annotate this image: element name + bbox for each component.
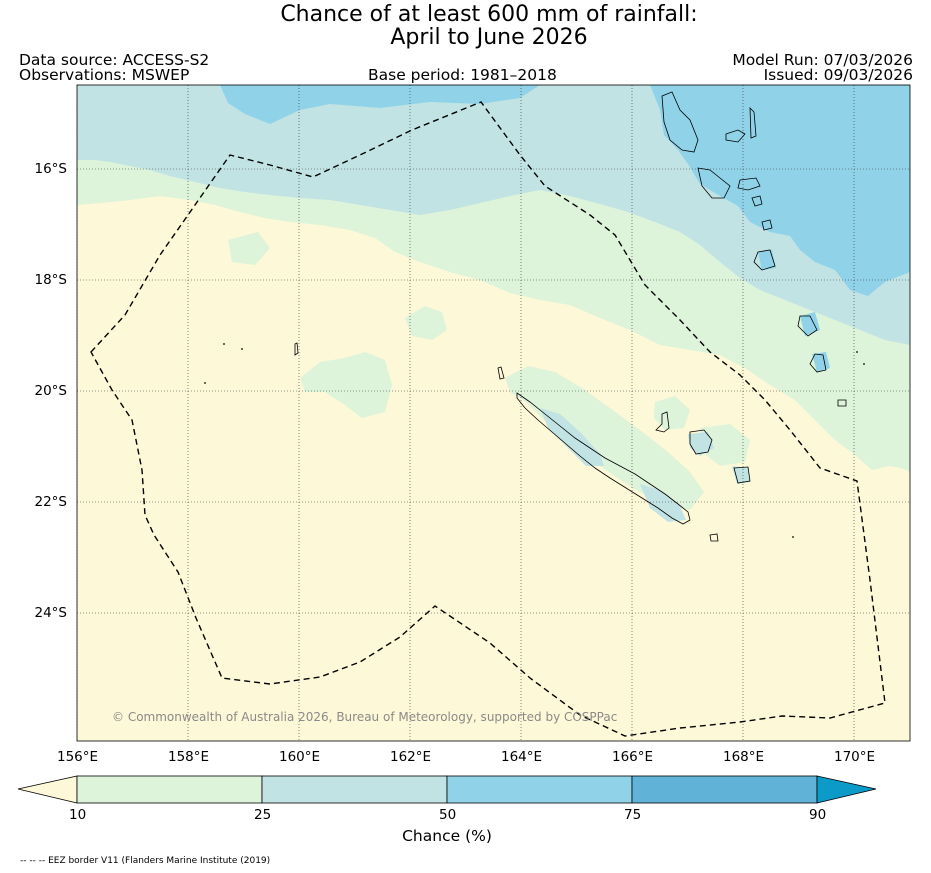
lon-label-164e: 164°E: [501, 749, 543, 765]
espiritu-santo: [661, 91, 699, 153]
base-period-label: Base period: 1981–2018: [368, 66, 557, 84]
zone-25-50-patch: [732, 466, 750, 484]
colorbar-segment-75-90: [631, 775, 818, 804]
zone-50-75: [650, 85, 910, 296]
lat-label-20s: 20°S: [34, 383, 68, 399]
lifou: [689, 429, 713, 455]
ambrym: [737, 177, 761, 191]
zone-10-25-patch: [505, 366, 704, 510]
zone-50-75-patch: [800, 312, 820, 336]
ambae: [725, 129, 746, 143]
map-frame: [76, 84, 911, 742]
lon-label-170e: 170°E: [834, 749, 876, 765]
map-title-line2: April to June 2026: [390, 25, 588, 50]
coastlines: [294, 91, 847, 542]
pentecost: [749, 107, 757, 139]
colorbar-title: Chance (%): [402, 827, 492, 845]
data-source-label: Data source: ACCESS-S2: [19, 51, 210, 69]
eez-border: [90, 101, 886, 737]
lon-label-156e: 156°E: [57, 749, 99, 765]
colorbar: [17, 775, 877, 804]
colorbar-tick-50: 50: [439, 807, 457, 823]
zone-10-25-patch: [228, 232, 270, 265]
tanna: [797, 315, 818, 337]
efate: [761, 219, 773, 231]
colorbar-tick-90: 90: [809, 807, 827, 823]
zone-10-25-patch: [880, 378, 910, 472]
lat-label-24s: 24°S: [34, 605, 68, 621]
colorbar-segment-25-50: [261, 775, 448, 804]
erromango: [753, 249, 776, 271]
zone-10-25-patch: [405, 306, 447, 340]
zone-10-25-patch: [300, 352, 392, 418]
walpole: [837, 399, 847, 407]
islet-dots: [204, 343, 865, 538]
zone-25-50-patch: [640, 484, 686, 522]
copyright-notice: © Commonwealth of Australia 2026, Bureau…: [112, 710, 618, 724]
lon-label-162e: 162°E: [390, 749, 432, 765]
colorbar-extend-low: [17, 775, 78, 804]
lat-label-16s: 16°S: [34, 161, 68, 177]
lon-label-168e: 168°E: [723, 749, 765, 765]
lon-label-158e: 158°E: [168, 749, 210, 765]
graticule: [77, 85, 910, 741]
colorbar-segment-10-25: [76, 775, 263, 804]
lat-label-22s: 22°S: [34, 494, 68, 510]
belep-islands: [497, 366, 505, 380]
colorbar-tick-10: 10: [69, 807, 87, 823]
ile-des-pins: [709, 533, 719, 542]
epi: [751, 195, 763, 207]
zone-50-75: [220, 85, 540, 124]
lat-label-18s: 18°S: [34, 272, 68, 288]
issued-label: Issued: 09/03/2026: [763, 66, 913, 84]
lon-label-160e: 160°E: [279, 749, 321, 765]
zone-10-25-patch: [654, 396, 690, 430]
observations-label: Observations: MSWEP: [19, 66, 190, 84]
zone-10-25-patch: [700, 424, 750, 466]
zone-25-50-patch: [688, 432, 714, 456]
chesterfield-islands: [294, 342, 299, 356]
new-caledonia-grande-terre: [516, 392, 691, 525]
mare: [733, 466, 751, 484]
map-title-line1: Chance of at least 600 mm of rainfall:: [280, 2, 698, 27]
ouvea: [655, 411, 670, 433]
eez-footnote: -- -- -- EEZ border V11 (Flanders Marine…: [20, 856, 271, 866]
colorbar-tick-75: 75: [624, 807, 642, 823]
malekula: [697, 167, 731, 199]
colorbar-segment-50-75: [446, 775, 633, 804]
colorbar-tick-25: 25: [254, 807, 272, 823]
aneityum: [809, 353, 827, 373]
model-run-label: Model Run: 07/03/2026: [732, 51, 913, 69]
colorbar-extend-high: [816, 775, 877, 804]
map-area: [77, 85, 910, 741]
lon-label-166e: 166°E: [612, 749, 654, 765]
